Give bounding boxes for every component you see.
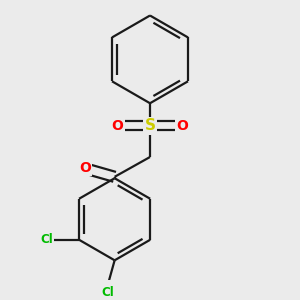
Text: O: O [177, 119, 188, 133]
Text: O: O [112, 119, 123, 133]
Text: O: O [79, 161, 91, 175]
Text: S: S [145, 118, 155, 134]
Text: Cl: Cl [40, 233, 53, 246]
Text: Cl: Cl [101, 286, 114, 299]
